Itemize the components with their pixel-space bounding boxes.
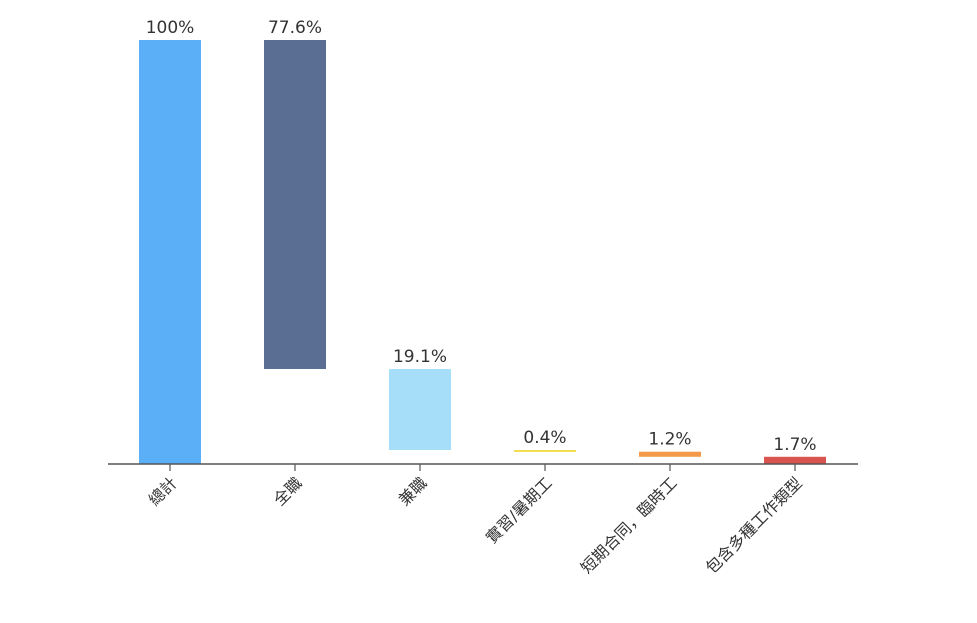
value-label-0: 100% xyxy=(146,18,195,38)
x-tick-label-2: 兼職 xyxy=(395,473,431,509)
bar-0 xyxy=(139,40,201,464)
value-labels-layer: 100% 77.6% 19.1% 0.4% 1.2% 1.7% xyxy=(146,18,817,455)
bar-2 xyxy=(389,369,451,451)
bars-layer xyxy=(139,40,826,464)
x-tick-label-3: 實習/暑期工 xyxy=(482,473,556,547)
value-label-4: 1.2% xyxy=(648,430,691,450)
x-tick-label-1: 全職 xyxy=(270,473,306,509)
bar-1 xyxy=(264,40,326,370)
value-label-3: 0.4% xyxy=(523,428,566,448)
x-tick-label-5: 包含多種工作類型 xyxy=(702,473,806,577)
value-label-2: 19.1% xyxy=(393,347,447,367)
value-label-1: 77.6% xyxy=(268,18,322,38)
bar-5 xyxy=(764,456,826,464)
x-tick-label-0: 總計 xyxy=(145,473,181,509)
x-tick-label-4: 短期合同，臨時工 xyxy=(577,473,681,577)
x-axis-ticks-layer: 總計 全職 兼職 實習/暑期工 短期合同，臨時工 包含多種工作類型 xyxy=(145,464,806,577)
value-label-5: 1.7% xyxy=(773,435,816,455)
bar-3 xyxy=(514,450,576,453)
bar-4 xyxy=(639,451,701,457)
